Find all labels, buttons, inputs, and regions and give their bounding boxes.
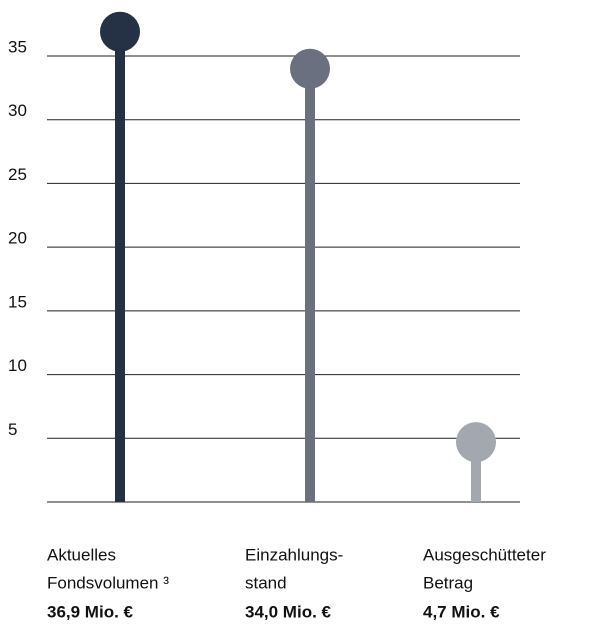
y-tick-label: 20: [8, 229, 27, 248]
value-label: 4,7 Mio. €: [423, 602, 500, 621]
category-label: Ausgeschütteter: [423, 545, 546, 564]
category-label: Einzahlungs-: [245, 545, 343, 564]
y-tick-label: 10: [8, 356, 27, 375]
y-tick-label: 25: [8, 165, 27, 184]
stem: [305, 68, 315, 502]
y-tick-label: 35: [8, 37, 27, 56]
y-tick-label: 15: [8, 292, 27, 311]
category-label: Aktuelles: [47, 545, 116, 564]
stem: [471, 442, 481, 502]
value-label: 34,0 Mio. €: [245, 602, 332, 621]
dot: [456, 422, 496, 463]
category-label: Betrag: [423, 573, 473, 592]
y-tick-label: 5: [8, 420, 17, 439]
dot: [100, 11, 140, 52]
value-label: 36,9 Mio. €: [47, 602, 134, 621]
y-tick-label: 30: [8, 101, 27, 120]
category-label: Fondsvolumen ³: [47, 573, 169, 592]
stem: [115, 31, 125, 503]
category-label: stand: [245, 573, 287, 592]
dot: [290, 48, 330, 89]
